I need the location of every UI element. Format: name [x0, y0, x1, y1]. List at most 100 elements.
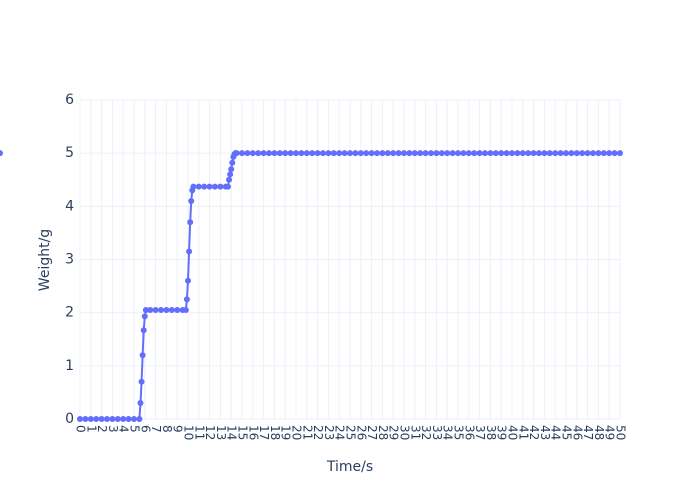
x-tick-label: 30: [398, 425, 412, 440]
data-point: [509, 150, 515, 157]
data-point: [217, 183, 224, 190]
x-tick-label: 15: [236, 425, 250, 440]
x-axis-title: Time/s: [326, 459, 373, 475]
data-point: [492, 150, 499, 157]
data-point: [82, 416, 89, 422]
x-tick-label: 25: [344, 425, 358, 440]
x-tick-label: 38: [484, 425, 498, 440]
x-tick-label: 36: [462, 425, 476, 440]
data-point: [368, 150, 375, 157]
data-point: [266, 150, 272, 157]
x-tick-label: 21: [300, 425, 314, 440]
data-point: [298, 150, 305, 157]
x-tick-label: 1: [84, 425, 98, 433]
x-tick-label: 23: [322, 425, 336, 440]
data-point: [352, 150, 359, 157]
data-point: [606, 150, 613, 157]
data-point: [379, 150, 386, 157]
data-point: [224, 183, 231, 190]
data-point: [120, 416, 127, 422]
data-point: [384, 150, 391, 157]
data-point: [141, 313, 148, 320]
data-point: [563, 150, 569, 157]
x-tick-label: 40: [506, 425, 520, 440]
data-point: [185, 277, 191, 284]
y-tick-label: 1: [65, 358, 74, 374]
y-tick-label: 5: [65, 145, 74, 161]
data-point: [287, 150, 294, 157]
x-tick-label: 6: [138, 425, 152, 433]
data-point: [158, 307, 164, 314]
data-point: [428, 150, 434, 157]
data-point: [228, 166, 235, 173]
data-point: [0, 150, 3, 157]
data-point: [530, 150, 537, 157]
x-tick-label: 42: [527, 425, 541, 440]
data-point: [487, 150, 494, 157]
data-point: [174, 307, 181, 314]
x-tick-label: 0: [74, 425, 88, 433]
data-point: [77, 416, 83, 422]
x-tick-label: 20: [290, 425, 304, 440]
y-tick-label: 6: [65, 92, 74, 108]
data-point: [244, 150, 251, 157]
data-point: [590, 150, 596, 157]
y-tick-label: 4: [65, 198, 74, 214]
data-point: [552, 150, 559, 157]
data-point: [455, 150, 461, 157]
x-tick-label: 47: [581, 425, 595, 440]
data-point: [136, 416, 143, 422]
data-point: [417, 150, 424, 157]
x-tick-label: 3: [106, 425, 120, 433]
data-point: [433, 150, 440, 157]
data-point: [444, 150, 451, 157]
data-point: [282, 150, 289, 157]
x-tick-label: 7: [149, 425, 163, 433]
data-point: [109, 416, 116, 422]
data-point: [514, 150, 521, 157]
data-point: [536, 150, 542, 157]
data-point: [422, 150, 429, 157]
data-point: [460, 150, 467, 157]
data-point: [314, 150, 321, 157]
data-point: [201, 183, 208, 190]
data-point: [293, 150, 299, 157]
data-point: [406, 150, 413, 157]
x-tick-label: 22: [311, 425, 325, 440]
data-point: [188, 198, 195, 205]
data-point: [239, 150, 245, 157]
data-point: [131, 416, 137, 422]
x-tick-label: 17: [257, 425, 271, 440]
x-tick-label: 49: [603, 425, 617, 440]
data-point: [498, 150, 505, 157]
data-point: [183, 296, 190, 303]
data-point: [125, 416, 132, 422]
data-point: [186, 248, 193, 255]
data-point: [87, 416, 94, 422]
data-point: [546, 150, 553, 157]
data-point: [557, 150, 564, 157]
data-point: [182, 307, 189, 314]
data-point: [600, 150, 607, 157]
x-tick-label: 44: [549, 425, 563, 440]
data-point: [611, 150, 618, 157]
x-tick-label: 8: [160, 425, 174, 433]
data-point: [363, 150, 370, 157]
data-point: [476, 150, 483, 157]
data-point: [374, 150, 380, 157]
data-point: [255, 150, 262, 157]
x-tick-label: 43: [538, 425, 552, 440]
data-point: [541, 150, 548, 157]
x-tick-label: 34: [441, 425, 455, 440]
x-tick-label: 46: [570, 425, 584, 440]
data-point: [325, 150, 332, 157]
data-point: [584, 150, 591, 157]
data-point: [395, 150, 402, 157]
x-tick-label: 35: [452, 425, 466, 440]
x-tick-label: 32: [419, 425, 433, 440]
data-point: [309, 150, 316, 157]
x-tick-label: 14: [225, 425, 239, 440]
data-point: [195, 183, 202, 190]
data-point: [390, 150, 397, 157]
data-point: [206, 183, 213, 190]
